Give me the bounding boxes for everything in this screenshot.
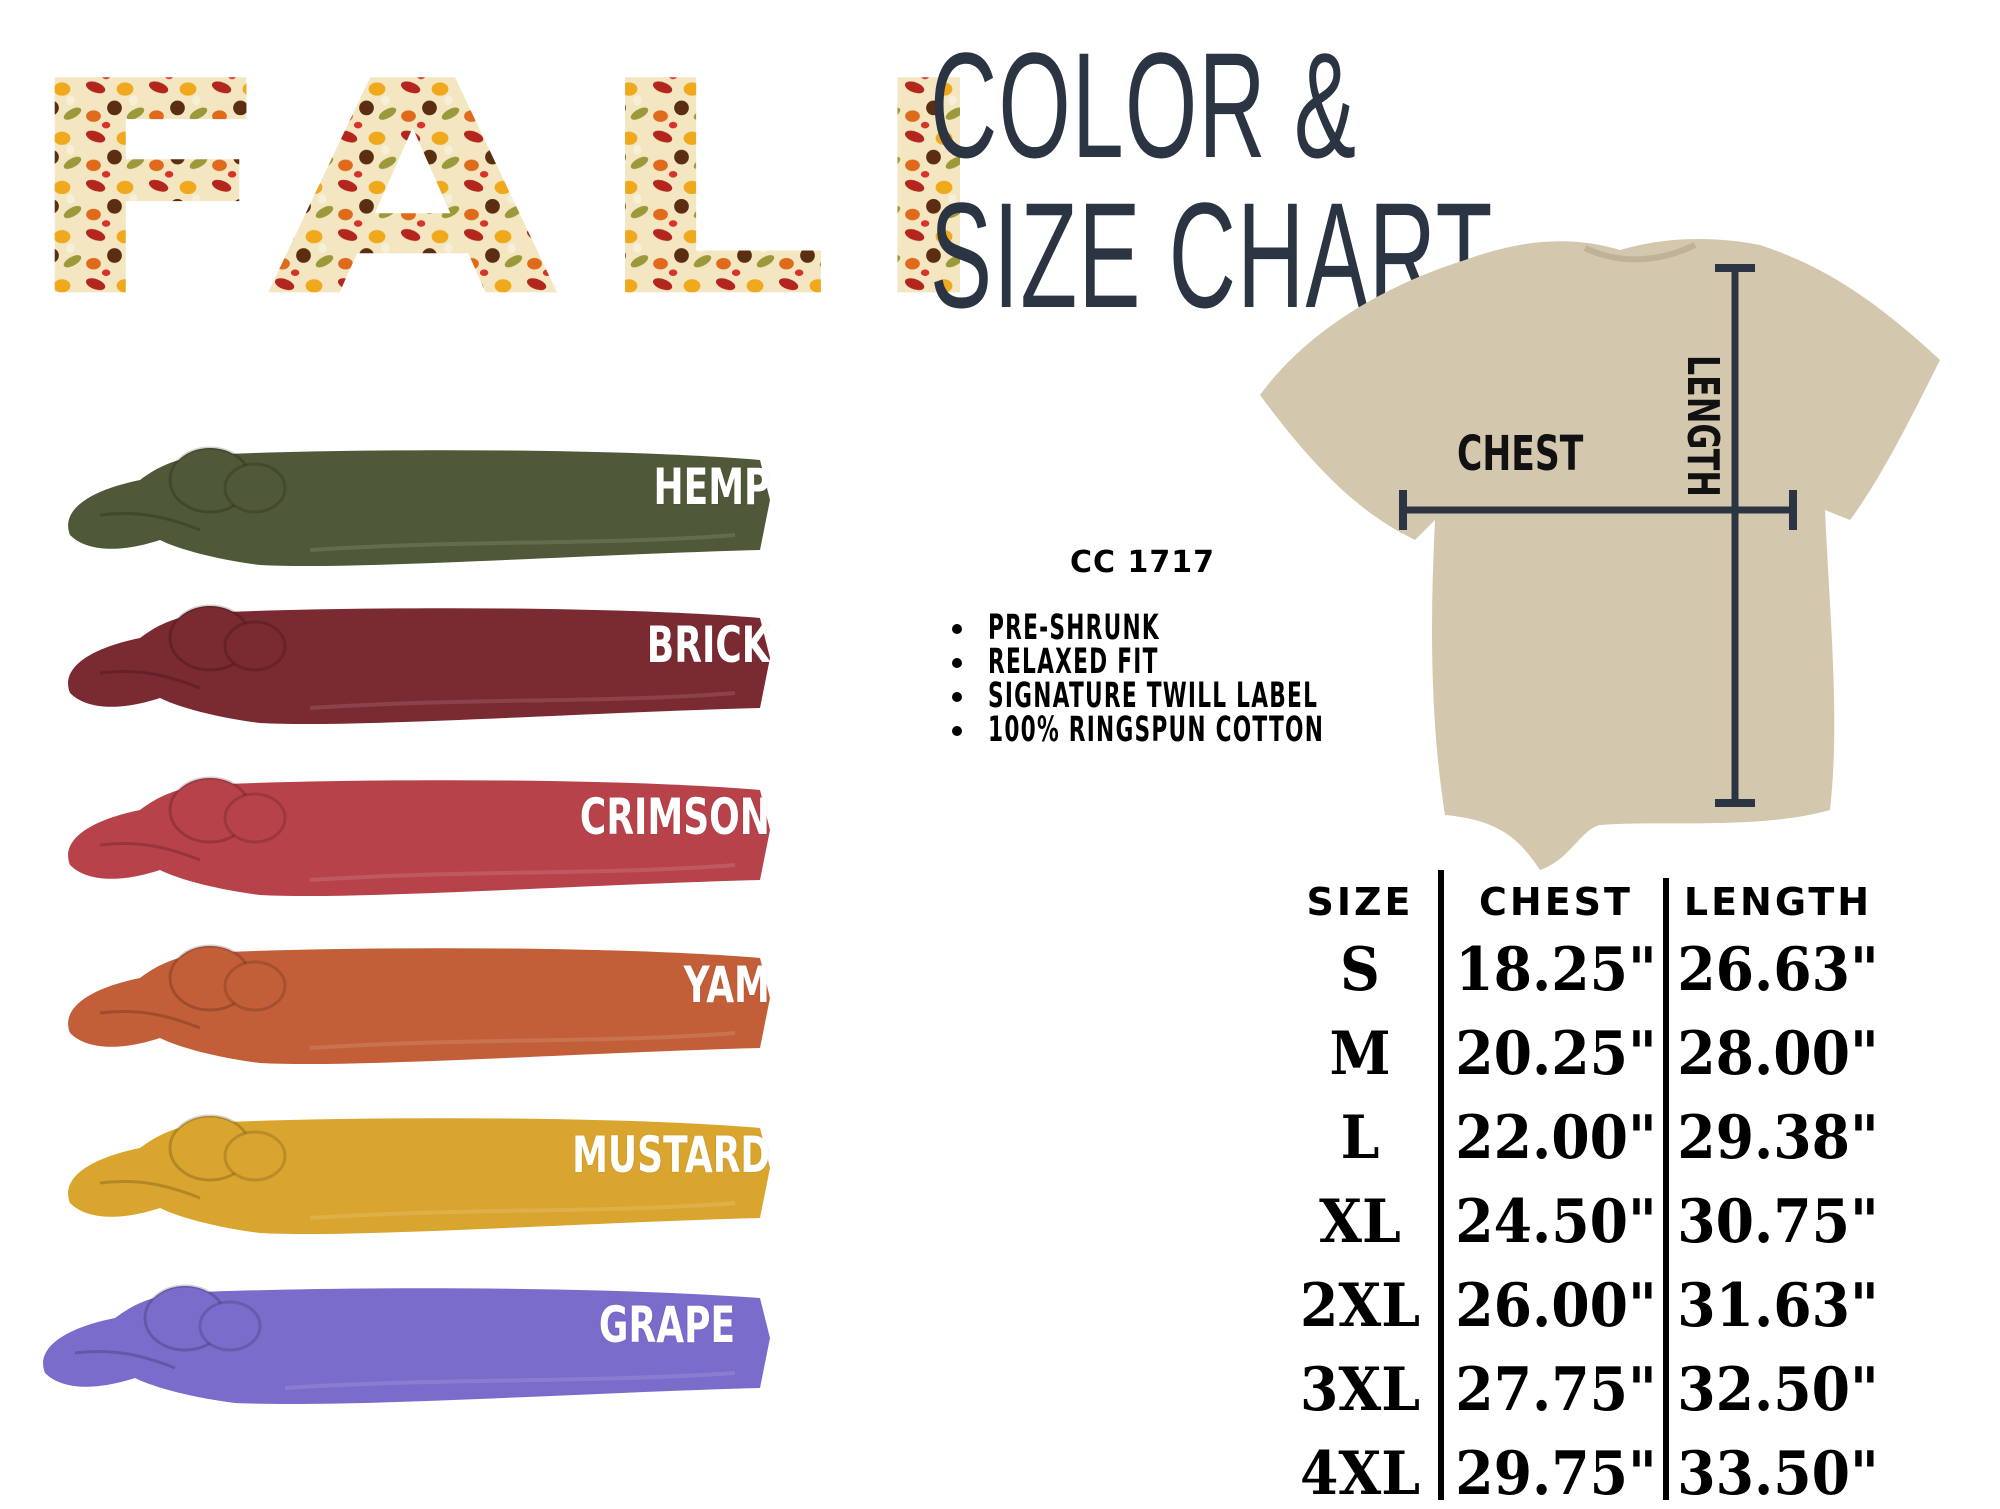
chest-cell: 20.25" — [1455, 1019, 1657, 1089]
column-divider — [1438, 870, 1444, 1500]
size-cell: XL — [1319, 1187, 1401, 1257]
folded-shirt — [43, 1284, 770, 1405]
column-divider — [1663, 878, 1669, 1500]
size-cell: M — [1329, 1019, 1391, 1089]
header-size: SIZE — [1306, 880, 1414, 924]
size-cell: S — [1340, 935, 1380, 1005]
bullet-icon — [952, 726, 962, 736]
tshirt-diagram: CHEST LENGTH — [1260, 238, 1940, 870]
size-cell: 2XL — [1299, 1271, 1421, 1341]
feature-text: RELAXED FIT — [988, 642, 1159, 682]
size-cell: 3XL — [1299, 1355, 1421, 1425]
length-cell: 29.38" — [1677, 1103, 1879, 1173]
color-name: HEMP — [653, 458, 770, 516]
color-name: CRIMSON — [579, 788, 770, 846]
swatch-hemp: HEMP — [60, 440, 775, 604]
length-cell: 30.75" — [1677, 1187, 1879, 1257]
swatch-crimson: CRIMSON — [60, 770, 775, 934]
chest-cell: 29.75" — [1455, 1439, 1657, 1509]
swatch-yam: YAM — [60, 938, 775, 1102]
fall-logo: FALL — [20, 30, 960, 362]
length-cell: 26.63" — [1677, 935, 1879, 1005]
chest-cell: 26.00" — [1455, 1271, 1657, 1341]
header-chest: CHEST — [1479, 880, 1633, 924]
folded-shirt — [68, 776, 770, 897]
swatch-grape: GRAPE — [35, 1278, 775, 1442]
feature-text: 100% RINGSPUN COTTON — [988, 710, 1325, 750]
chest-cell: 18.25" — [1455, 935, 1657, 1005]
chest-cell: 27.75" — [1455, 1355, 1657, 1425]
folded-shirt — [68, 446, 770, 567]
bullet-icon — [952, 624, 962, 634]
swatch-brick: BRICK — [60, 598, 775, 762]
color-name: GRAPE — [598, 1296, 735, 1354]
bullet-icon — [952, 658, 962, 668]
folded-shirt — [68, 944, 770, 1065]
bullet-icon — [952, 692, 962, 702]
color-name: YAM — [683, 956, 770, 1014]
chest-label: CHEST — [1457, 425, 1584, 481]
model-number: CC 1717 — [1070, 545, 1215, 580]
length-cell: 28.00" — [1677, 1019, 1879, 1089]
feature-text: PRE-SHRUNK — [988, 608, 1160, 648]
logo-text: FALL — [20, 30, 960, 362]
feature-text: SIGNATURE TWILL LABEL — [988, 676, 1319, 716]
color-name: MUSTARD — [571, 1126, 770, 1184]
size-cell: L — [1340, 1103, 1380, 1173]
color-name: BRICK — [647, 616, 770, 674]
length-label: LENGTH — [1677, 355, 1729, 497]
swatch-mustard: MUSTARD — [60, 1108, 775, 1272]
folded-shirt — [68, 604, 770, 725]
page-title: COLOR & SIZE CHART — [930, 21, 1494, 339]
header-length: LENGTH — [1683, 880, 1873, 924]
tshirt-shape — [1260, 238, 1940, 870]
length-cell: 33.50" — [1677, 1439, 1879, 1509]
chest-cell: 22.00" — [1455, 1103, 1657, 1173]
size-cell: 4XL — [1299, 1439, 1421, 1509]
chest-cell: 24.50" — [1455, 1187, 1657, 1257]
length-cell: 31.63" — [1677, 1271, 1879, 1341]
folded-shirt — [68, 1114, 770, 1235]
length-cell: 32.50" — [1677, 1355, 1879, 1425]
